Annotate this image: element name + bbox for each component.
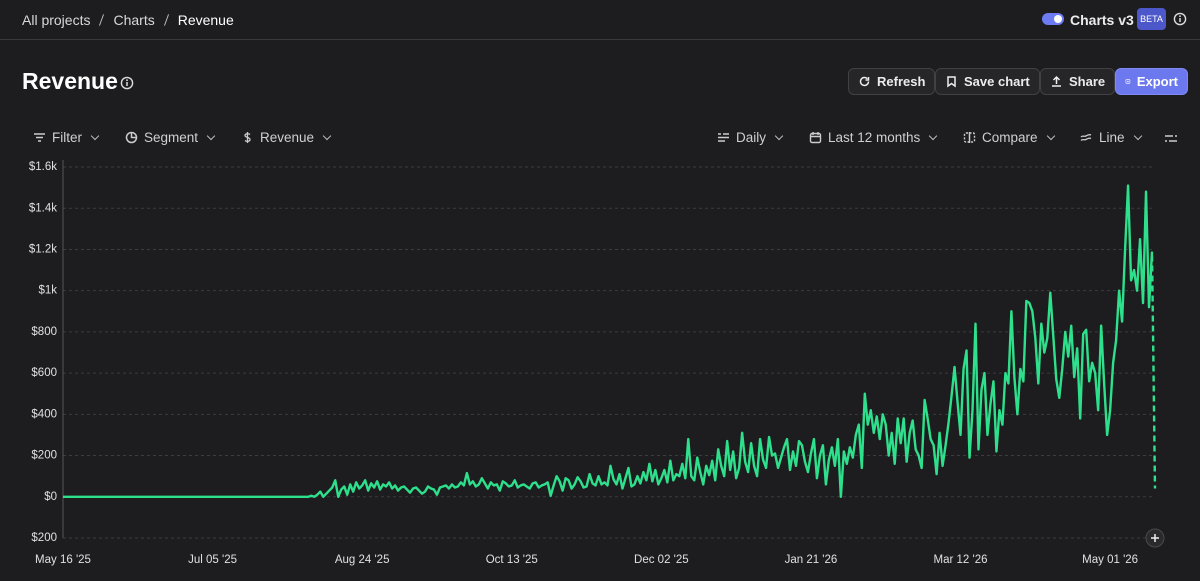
compare-dropdown[interactable]: Compare	[963, 130, 1055, 145]
separator	[99, 14, 105, 26]
x-tick-label: Jan 21 '26	[785, 554, 838, 566]
y-tick-label: $1.4k	[29, 202, 57, 214]
breadcrumbs: All projects Charts Revenue	[22, 12, 234, 28]
chart-type-dropdown[interactable]: Line	[1080, 130, 1142, 145]
dropdown-label: Last 12 months	[828, 130, 921, 145]
x-tick-label: Mar 12 '26	[934, 554, 988, 566]
dropdown-label: Filter	[52, 130, 82, 145]
dropdown-label: Daily	[736, 130, 767, 145]
interval-dropdown[interactable]: Daily	[717, 130, 784, 145]
export-button[interactable]: Export	[1115, 68, 1188, 95]
info-icon[interactable]	[1173, 12, 1187, 26]
badge: BETA	[1137, 8, 1166, 30]
breadcrumb[interactable]: Charts	[113, 12, 155, 28]
x-tick-label: May 01 '26	[1082, 554, 1138, 566]
x-tick-label: May 16 '25	[35, 554, 91, 566]
y-tick-label: $0	[44, 491, 57, 503]
x-tick-label: Aug 24 '25	[335, 554, 390, 566]
add-icon	[1151, 534, 1159, 542]
settings-icon[interactable]	[1164, 132, 1178, 144]
y-tick-label: $1.2k	[29, 243, 57, 255]
separator	[163, 14, 169, 26]
segment-dropdown[interactable]: Segment	[125, 130, 216, 145]
x-tick-label: Dec 02 '25	[634, 554, 689, 566]
save-button[interactable]: Save chart	[935, 68, 1040, 95]
dropdown-label: Compare	[982, 130, 1038, 145]
button-label: Export	[1136, 74, 1178, 89]
breadcrumb: Revenue	[177, 12, 234, 28]
y-tick-label: $200	[31, 450, 57, 462]
breadcrumb[interactable]: All projects	[22, 12, 91, 28]
page-title: Revenue	[22, 68, 118, 94]
dropdown-label: Line	[1099, 130, 1125, 145]
y-tick-label: $400	[31, 408, 57, 420]
x-tick-label: Jul 05 '25	[188, 554, 237, 566]
top-bar	[0, 0, 1200, 40]
button-label: Share	[1069, 74, 1106, 89]
y-tick-label: $200	[31, 532, 57, 544]
chart: May 01 '26 Mar 12 '26 Jan 21 '26 Dec 02 '25…	[29, 160, 1165, 566]
share-button[interactable]: Share	[1040, 68, 1116, 95]
y-tick-label: $1.6k	[29, 161, 57, 173]
y-tick-label: $600	[31, 367, 57, 379]
filter-dropdown[interactable]: Filter	[33, 130, 100, 145]
y-tick-label: $1k	[38, 285, 57, 297]
dropdown-label: Segment	[144, 130, 199, 145]
toggle-label: Charts v3	[1070, 12, 1134, 28]
toggle[interactable]	[1042, 13, 1064, 25]
y-tick-label: $800	[31, 326, 57, 338]
range-dropdown[interactable]: Last 12 months	[809, 130, 938, 145]
button-label: Save chart	[964, 74, 1030, 89]
x-tick-label: Oct 13 '25	[486, 554, 538, 566]
dropdown-label: Revenue	[260, 130, 315, 145]
metric-dropdown[interactable]: Revenue	[241, 130, 332, 145]
revenue-line	[63, 184, 1157, 498]
info-icon[interactable]	[120, 76, 134, 90]
button-label: Refresh	[877, 74, 926, 89]
refresh-button[interactable]: Refresh	[848, 68, 936, 95]
